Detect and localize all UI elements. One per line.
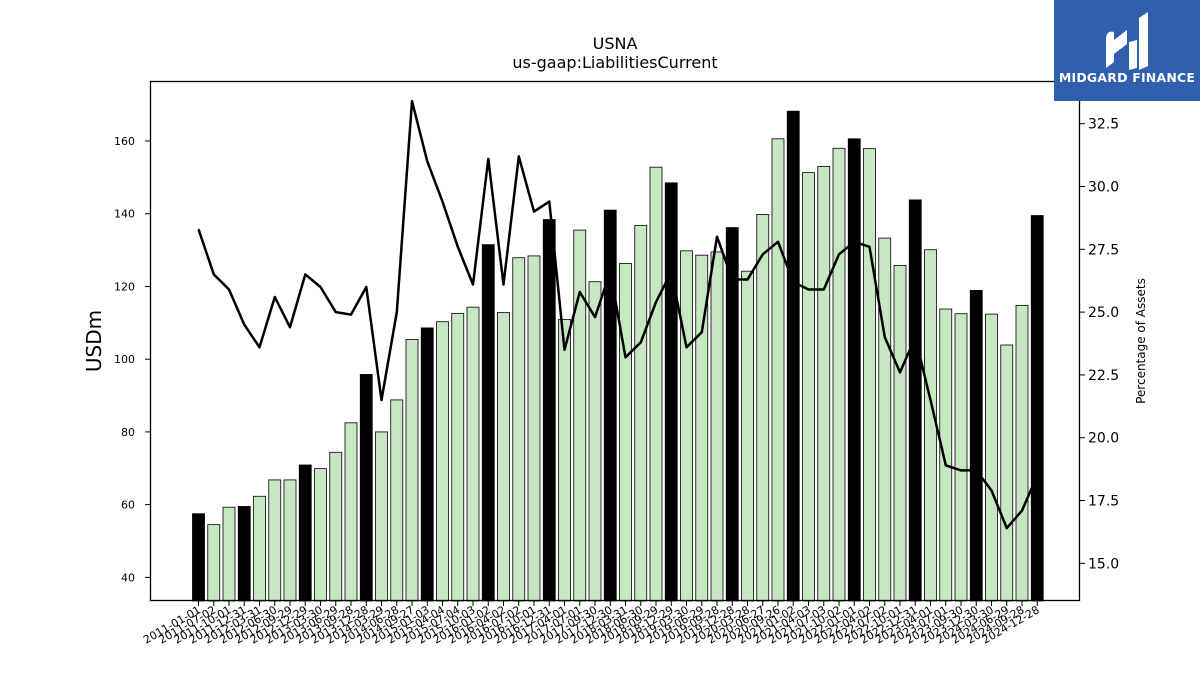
bar-annual [298, 464, 312, 602]
y-tick-label: 160 [114, 135, 135, 148]
bar-quarterly [375, 431, 388, 602]
y-tick-label: 80 [121, 426, 135, 439]
bar-quarterly [451, 312, 465, 602]
bar-quarterly [802, 172, 815, 602]
brand-logo: MIDGARD FINANCE [1054, 0, 1200, 101]
bar-quarterly [207, 524, 221, 602]
y2-tick-label: 32.5 [1088, 117, 1119, 133]
y2-tick-label: 17.5 [1088, 494, 1119, 510]
bar-quarterly [390, 399, 404, 602]
bar-annual [481, 244, 495, 602]
bar-quarterly [741, 270, 754, 602]
y2-tick-label: 22.5 [1088, 368, 1119, 384]
bar-annual [359, 374, 373, 602]
bar-quarterly [985, 313, 998, 602]
chart-title: USNA [593, 34, 638, 53]
y2-axis-ticks: 15.0 17.5 20.0 22.5 25.0 27.5 30.0 32.5 [1080, 117, 1119, 572]
bar-quarterly [710, 251, 724, 602]
y2-tick-label: 27.5 [1088, 242, 1119, 258]
bar-quarterly [253, 495, 266, 602]
bar-annual [542, 219, 556, 602]
y-tick-label: 40 [121, 571, 135, 584]
bar-quarterly [817, 166, 831, 602]
bar-quarterly [466, 306, 480, 602]
bar-quarterly [634, 224, 648, 602]
bar-quarterly [1000, 344, 1014, 602]
bar-quarterly [314, 468, 327, 602]
bar-annual [192, 513, 205, 602]
bar-quarterly [863, 148, 876, 602]
bar-annual [237, 506, 251, 602]
bar-series [192, 110, 1044, 602]
bar-annual [603, 209, 617, 602]
bar-quarterly [588, 281, 602, 602]
bar-quarterly [1015, 304, 1029, 602]
percentage-line [197, 99, 1039, 530]
y-tick-label: 100 [114, 353, 135, 366]
bar-quarterly [436, 321, 449, 602]
y-tick-label: 140 [114, 208, 135, 221]
bar-quarterly [649, 166, 663, 602]
bar-quarterly [878, 237, 892, 602]
bar-quarterly [405, 339, 419, 602]
bar-annual [786, 110, 800, 602]
bar-quarterly [939, 308, 953, 602]
plot-frame [149, 80, 1081, 602]
bar-quarterly [558, 319, 571, 602]
bar-quarterly [512, 257, 526, 602]
midgard-logo-icon [1106, 12, 1148, 70]
bar-quarterly [497, 312, 510, 602]
y2-tick-label: 20.0 [1088, 431, 1119, 447]
y-axis-label: USDm [82, 310, 106, 372]
bar-quarterly [832, 147, 846, 602]
bar-quarterly [344, 422, 358, 602]
bar-quarterly [527, 255, 541, 602]
bar-quarterly [573, 229, 587, 602]
bar-annual [664, 182, 678, 602]
bar-quarterly [329, 451, 343, 602]
bar-quarterly [283, 479, 297, 602]
bar-quarterly [893, 264, 907, 602]
bar-quarterly [619, 263, 632, 602]
bar-quarterly [924, 249, 937, 602]
y2-tick-label: 15.0 [1088, 556, 1119, 572]
y-axis-ticks: 40 60 80 100 120 140 160 [114, 135, 150, 584]
bar-annual [969, 290, 983, 602]
bar-quarterly [954, 313, 968, 602]
y2-tick-label: 30.0 [1088, 180, 1119, 196]
y-tick-label: 120 [114, 280, 135, 293]
bar-annual [1030, 215, 1044, 602]
bar-annual [908, 199, 922, 602]
brand-name: MIDGARD FINANCE [1058, 70, 1196, 85]
bar-quarterly [771, 138, 785, 602]
bar-quarterly [222, 506, 236, 602]
bar-quarterly [756, 214, 770, 602]
bar-annual [420, 327, 434, 602]
y-tick-label: 60 [121, 499, 135, 512]
bar-annual [725, 227, 739, 602]
bar-annual [847, 138, 861, 602]
bar-quarterly [680, 250, 693, 602]
bar-quarterly [268, 479, 282, 602]
chart-subtitle: us-gaap:LiabilitiesCurrent [512, 53, 717, 72]
y2-tick-label: 25.0 [1088, 305, 1119, 321]
y2-axis-label: Percentage of Assets [1134, 278, 1148, 404]
x-axis-ticks: 2011-01-012011-07-022011-10-012011-12-31… [141, 601, 1042, 647]
